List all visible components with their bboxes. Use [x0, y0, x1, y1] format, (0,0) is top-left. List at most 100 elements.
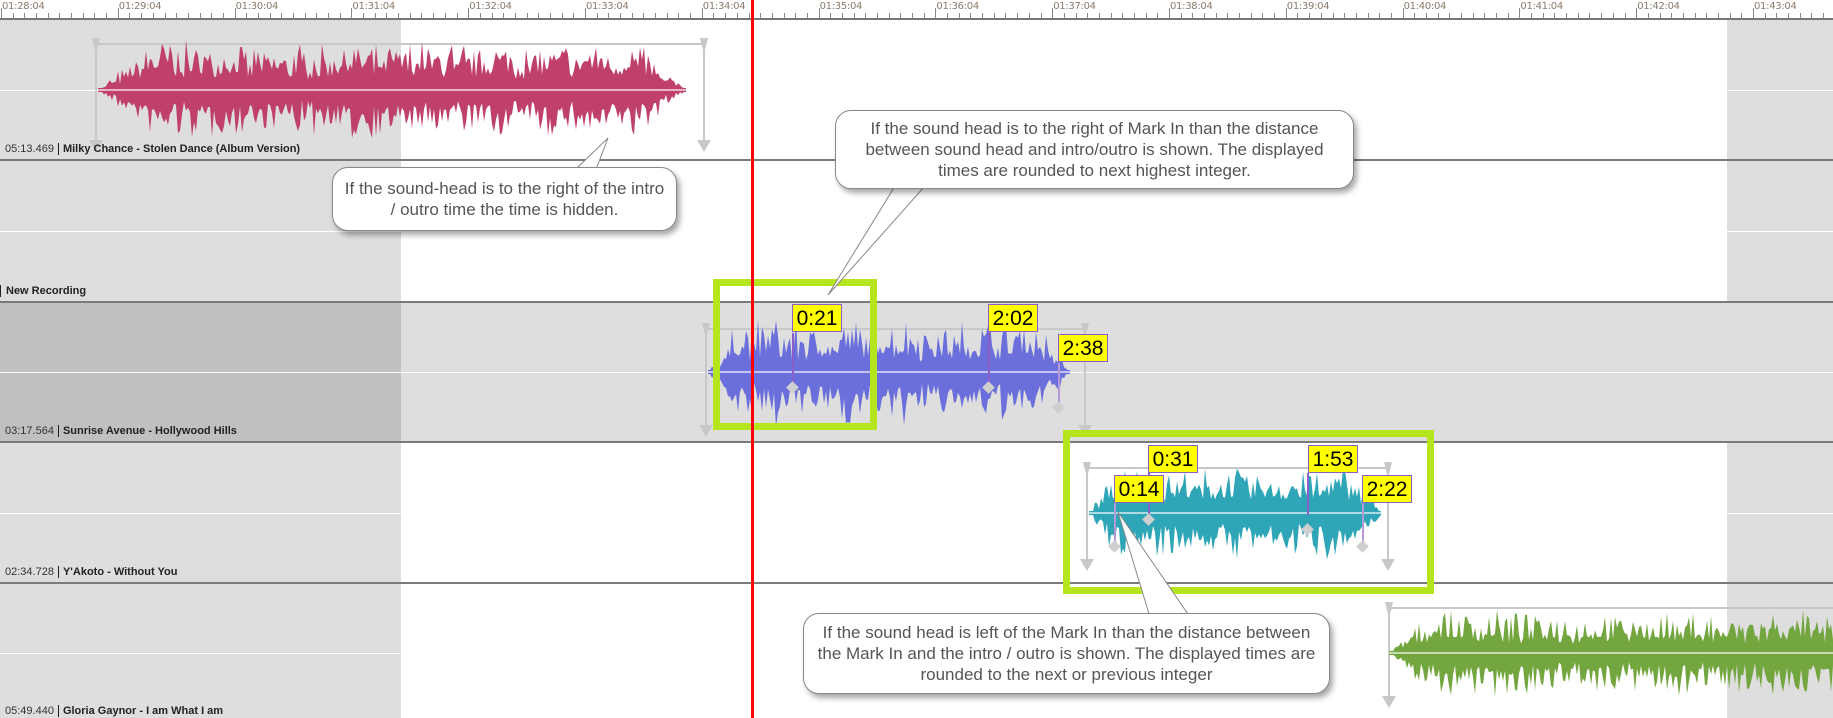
ruler-minor-tick [1355, 13, 1357, 18]
outro-marker-line[interactable] [1307, 473, 1309, 515]
ruler-time-label: 01:32:04 [469, 1, 512, 12]
ruler-time-label: 01:33:04 [586, 1, 629, 12]
ruler-minor-tick [1764, 13, 1766, 18]
ruler-minor-tick [1320, 13, 1322, 18]
ruler-minor-tick [1484, 13, 1486, 18]
ruler-minor-tick [1180, 13, 1182, 18]
ruler-minor-tick [199, 13, 201, 18]
ruler-minor-tick [409, 13, 411, 18]
end-time-label: 2:38 [1058, 334, 1108, 362]
ruler-minor-tick [1601, 13, 1603, 18]
outro-marker-line[interactable] [988, 333, 990, 385]
ruler-minor-tick [503, 13, 505, 18]
ruler-time-label: 01:43:04 [1754, 1, 1797, 12]
end-marker-line[interactable] [1058, 363, 1060, 403]
ruler-minor-tick [596, 13, 598, 18]
ruler-minor-tick [1157, 13, 1159, 18]
track-centerline [0, 513, 1833, 514]
fade-in-handle [89, 140, 103, 152]
ruler-major-tick [585, 8, 586, 18]
ruler-minor-tick [760, 13, 762, 18]
track-duration: 05:49.440 [5, 705, 59, 717]
ruler-minor-tick [1414, 13, 1416, 18]
ruler-time-label: 01:41:04 [1520, 1, 1563, 12]
end-marker-line[interactable] [1362, 503, 1364, 543]
ruler-minor-tick [1542, 13, 1544, 18]
callout-left-of-mark-in: If the sound head is left of the Mark In… [803, 613, 1330, 694]
ruler-minor-tick [12, 13, 14, 18]
intro-marker-line[interactable] [792, 333, 794, 385]
track-label-new-recording[interactable]: New Recording [0, 285, 87, 297]
timeline-ruler[interactable]: 01:28:04 01:29:04 01:30:04 01:31:04 01:32:04… [0, 0, 1833, 20]
highlight-box-sunrise [713, 279, 877, 430]
ruler-minor-tick [1110, 13, 1112, 18]
ruler-minor-tick [1344, 13, 1346, 18]
callout-right-of-mark-in: If the sound head is to the right of Mar… [835, 110, 1354, 189]
track-centerline [0, 90, 1833, 91]
ruler-minor-tick [1589, 13, 1591, 18]
track-title: Gloria Gaynor - I am What I am [62, 705, 224, 717]
intro-time-label: 0:21 [792, 304, 842, 332]
ruler-minor-tick [1017, 13, 1019, 18]
mark-out-flag [1081, 323, 1089, 339]
ruler-time-label: 01:35:04 [819, 1, 863, 12]
ruler-minor-tick [1192, 13, 1194, 18]
ruler-time-label: 01:38:04 [1170, 1, 1213, 12]
ruler-minor-tick [293, 13, 294, 18]
ruler-minor-tick [538, 13, 540, 18]
ruler-minor-tick [304, 13, 306, 18]
ruler-time-label: 01:29:04 [118, 1, 162, 12]
track-label-yakoto[interactable]: 02:34.728 Y'Akoto - Without You [5, 566, 177, 578]
ruler-minor-tick [713, 13, 715, 18]
ruler-minor-tick [1005, 13, 1007, 18]
ruler-minor-tick [514, 13, 516, 18]
mark-in-flag [1083, 462, 1091, 478]
track-divider [0, 301, 1833, 303]
ruler-major-tick [1636, 8, 1638, 18]
ruler-minor-tick [1624, 13, 1626, 18]
ruler-minor-tick [398, 13, 400, 18]
ruler-minor-tick [269, 13, 271, 18]
ruler-minor-tick [24, 13, 26, 18]
ruler-minor-tick [1227, 13, 1229, 18]
ruler-minor-tick [725, 13, 727, 18]
ruler-minor-tick [1554, 13, 1556, 18]
ruler-minor-tick [608, 13, 610, 18]
ruler-minor-tick [970, 13, 972, 18]
ruler-minor-tick [187, 13, 189, 18]
playhead[interactable] [751, 0, 754, 718]
ruler-minor-tick [643, 13, 645, 18]
ruler-minor-tick [1531, 13, 1533, 18]
ruler-minor-tick [830, 13, 832, 18]
track-label-milky-chance[interactable]: 05:13.469 Milky Chance - Stolen Dance (Al… [5, 143, 300, 155]
ruler-major-tick [351, 8, 353, 18]
ruler-minor-tick [152, 13, 154, 18]
waveform-gloria-gaynor [1382, 602, 1833, 708]
ruler-minor-tick [386, 13, 388, 18]
ruler-minor-tick [1098, 13, 1100, 18]
ruler-minor-tick [1566, 13, 1568, 18]
ruler-time-label: 01:36:04 [936, 1, 979, 12]
ruler-major-tick [818, 8, 820, 18]
ruler-minor-tick [421, 13, 423, 18]
ruler-minor-tick [176, 13, 178, 18]
track-label-sunrise-avenue[interactable]: 03:17.564 Sunrise Avenue - Hollywood Hill… [5, 425, 237, 437]
track-divider [0, 441, 1833, 443]
ruler-minor-tick [1449, 13, 1451, 18]
ruler-minor-tick [1425, 13, 1427, 18]
ruler-minor-tick [479, 13, 481, 18]
ruler-minor-tick [877, 13, 878, 18]
ruler-minor-tick [1367, 13, 1369, 18]
track-duration: 03:17.564 [5, 425, 59, 437]
track-label-gloria-gaynor[interactable]: 05:49.440 Gloria Gaynor - I am What I am [5, 705, 223, 717]
ruler-minor-tick [1309, 13, 1311, 18]
track-duration: 05:13.469 [5, 143, 59, 155]
ruler-major-tick [1052, 8, 1054, 18]
ruler-minor-tick [1087, 13, 1089, 18]
start-marker-line[interactable] [1114, 503, 1116, 543]
ruler-minor-tick [1472, 13, 1474, 18]
ruler-minor-tick [363, 13, 365, 18]
ruler-minor-tick [1215, 13, 1217, 18]
ruler-minor-tick [82, 13, 84, 18]
ruler-minor-tick [1297, 13, 1299, 18]
